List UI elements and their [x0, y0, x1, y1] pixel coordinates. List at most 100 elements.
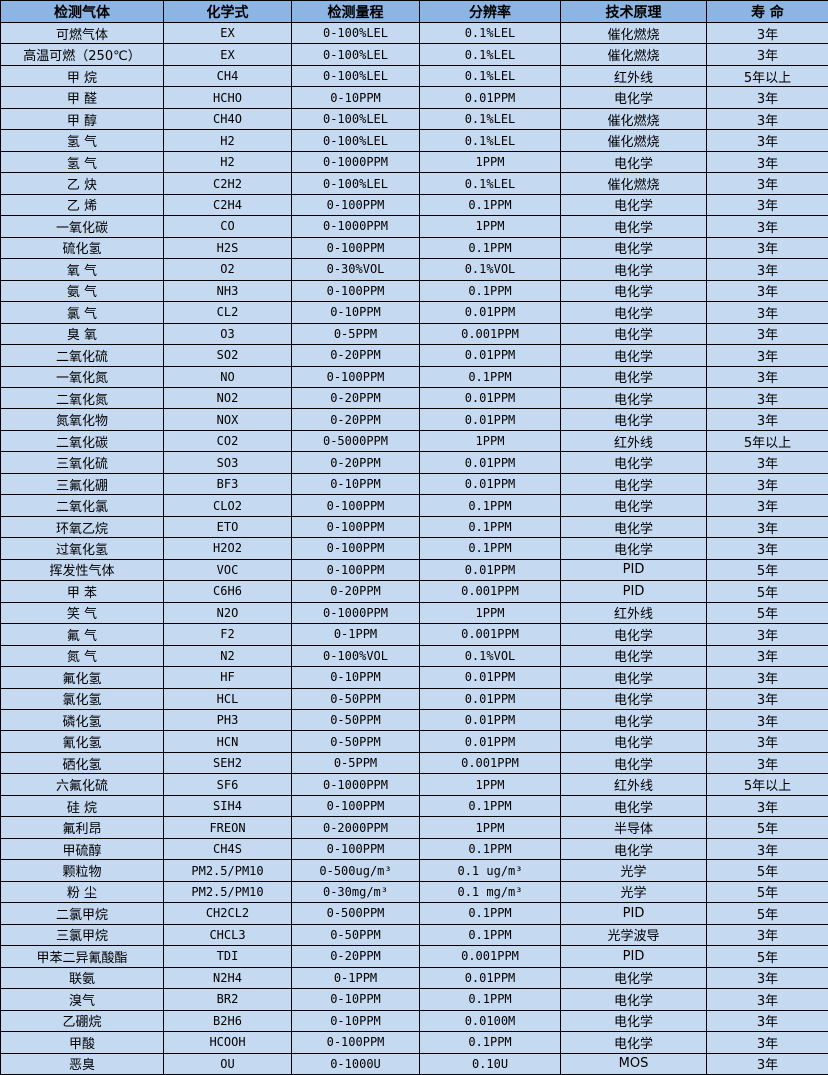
resolution-cell: 0.01PPM	[420, 387, 561, 408]
principle-cell: 电化学	[561, 838, 707, 859]
gas-cell: 磷化氢	[1, 710, 164, 731]
formula-cell: CLO2	[164, 495, 292, 516]
principle-cell: 电化学	[561, 387, 707, 408]
range-cell: 0-500PPM	[292, 903, 420, 924]
lifespan-cell: 5年	[707, 903, 828, 924]
gas-cell: 氢 气	[1, 130, 164, 151]
header-row: 检测气体 化学式 检测量程 分辨率 技术原理 寿 命	[1, 1, 828, 23]
lifespan-cell: 3年	[707, 44, 828, 65]
range-cell: 0-100%LEL	[292, 23, 420, 44]
lifespan-cell: 3年	[707, 237, 828, 258]
resolution-cell: 0.1PPM	[420, 924, 561, 945]
formula-cell: NO2	[164, 387, 292, 408]
gas-cell: 臭 氧	[1, 323, 164, 344]
range-cell: 0-100%LEL	[292, 173, 420, 194]
resolution-cell: 0.1 mg/m³	[420, 881, 561, 902]
principle-cell: 催化燃烧	[561, 108, 707, 129]
gas-cell: 硒化氢	[1, 752, 164, 773]
lifespan-cell: 3年	[707, 1053, 828, 1074]
principle-cell: 电化学	[561, 366, 707, 387]
formula-cell: NO	[164, 366, 292, 387]
lifespan-cell: 3年	[707, 151, 828, 172]
principle-cell: 电化学	[561, 624, 707, 645]
lifespan-cell: 3年	[707, 1010, 828, 1031]
lifespan-cell: 5年	[707, 602, 828, 623]
resolution-cell: 0.01PPM	[420, 967, 561, 988]
principle-cell: 电化学	[561, 752, 707, 773]
range-cell: 0-100PPM	[292, 538, 420, 559]
range-cell: 0-30mg/m³	[292, 881, 420, 902]
lifespan-cell: 3年	[707, 387, 828, 408]
resolution-cell: 0.01PPM	[420, 731, 561, 752]
range-cell: 0-100%LEL	[292, 130, 420, 151]
formula-cell: NOX	[164, 409, 292, 430]
formula-cell: BR2	[164, 989, 292, 1010]
principle-cell: 红外线	[561, 602, 707, 623]
resolution-cell: 1PPM	[420, 151, 561, 172]
principle-cell: 催化燃烧	[561, 173, 707, 194]
principle-cell: 电化学	[561, 710, 707, 731]
lifespan-cell: 3年	[707, 516, 828, 537]
principle-cell: 电化学	[561, 516, 707, 537]
lifespan-cell: 3年	[707, 323, 828, 344]
header-lifespan: 寿 命	[707, 1, 828, 23]
lifespan-cell: 5年以上	[707, 430, 828, 451]
range-cell: 0-100%LEL	[292, 44, 420, 65]
resolution-cell: 0.01PPM	[420, 409, 561, 430]
gas-cell: 硫化氢	[1, 237, 164, 258]
formula-cell: O2	[164, 259, 292, 280]
resolution-cell: 0.01PPM	[420, 688, 561, 709]
gas-cell: 二氧化碳	[1, 430, 164, 451]
principle-cell: 红外线	[561, 430, 707, 451]
principle-cell: 电化学	[561, 667, 707, 688]
resolution-cell: 1PPM	[420, 216, 561, 237]
range-cell: 0-10PPM	[292, 302, 420, 323]
resolution-cell: 0.1%LEL	[420, 65, 561, 86]
principle-cell: 电化学	[561, 452, 707, 473]
gas-cell: 氟利昂	[1, 817, 164, 838]
range-cell: 0-100PPM	[292, 516, 420, 537]
resolution-cell: 0.1PPM	[420, 838, 561, 859]
gas-cell: 恶臭	[1, 1053, 164, 1074]
range-cell: 0-50PPM	[292, 710, 420, 731]
principle-cell: 电化学	[561, 345, 707, 366]
range-cell: 0-30%VOL	[292, 259, 420, 280]
range-cell: 0-20PPM	[292, 345, 420, 366]
resolution-cell: 0.1PPM	[420, 903, 561, 924]
lifespan-cell: 5年	[707, 559, 828, 580]
resolution-cell: 0.01PPM	[420, 452, 561, 473]
header-range: 检测量程	[292, 1, 420, 23]
principle-cell: 电化学	[561, 194, 707, 215]
formula-cell: CO2	[164, 430, 292, 451]
range-cell: 0-100PPM	[292, 237, 420, 258]
gas-cell: 三氟化硼	[1, 473, 164, 494]
principle-cell: 电化学	[561, 645, 707, 666]
lifespan-cell: 5年以上	[707, 774, 828, 795]
resolution-cell: 0.1 ug/m³	[420, 860, 561, 881]
gas-cell: 甲硫醇	[1, 838, 164, 859]
principle-cell: 电化学	[561, 151, 707, 172]
gas-cell: 一氧化氮	[1, 366, 164, 387]
lifespan-cell: 5年	[707, 881, 828, 902]
resolution-cell: 0.1PPM	[420, 280, 561, 301]
gas-cell: 笑 气	[1, 602, 164, 623]
gas-cell: 六氟化硫	[1, 774, 164, 795]
lifespan-cell: 3年	[707, 495, 828, 516]
lifespan-cell: 5年	[707, 946, 828, 967]
resolution-cell: 0.0100M	[420, 1010, 561, 1031]
gas-cell: 氰化氢	[1, 731, 164, 752]
